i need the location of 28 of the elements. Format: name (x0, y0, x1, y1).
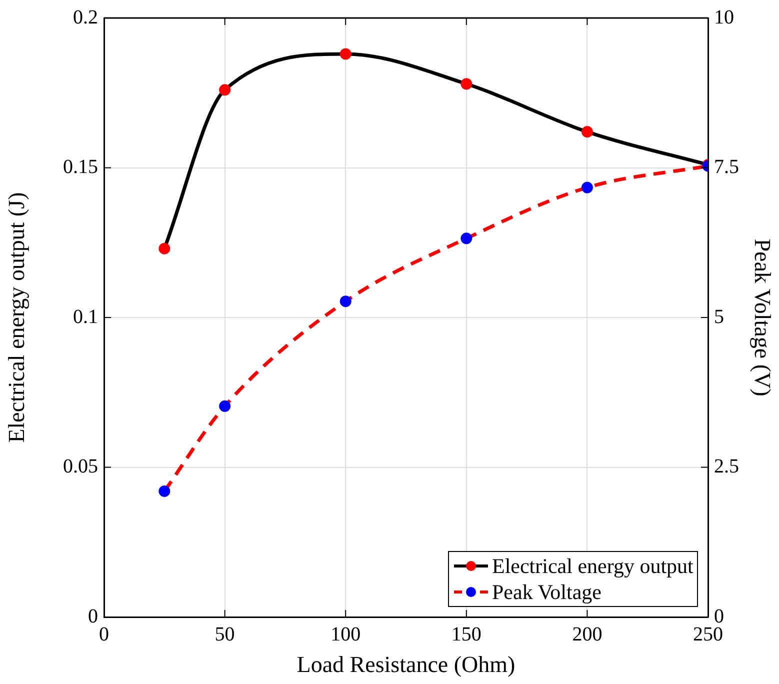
point (219, 84, 231, 96)
point (340, 48, 352, 60)
x-tick-label: 50 (214, 623, 235, 646)
y-tick-label: 0.05 (63, 456, 98, 478)
point (340, 296, 352, 308)
y2-tick-label: 7.5 (714, 156, 739, 178)
legend-label: Peak Voltage (492, 580, 602, 604)
point (460, 78, 472, 90)
legend-label: Electrical energy output (492, 554, 694, 578)
point (158, 485, 170, 497)
point (158, 242, 170, 254)
point (581, 126, 593, 138)
y-tick-label: 0 (88, 605, 98, 628)
x-tick-label: 200 (572, 623, 602, 646)
y2-tick-label: 10 (714, 6, 734, 28)
point (219, 400, 231, 412)
x-axis-title: Load Resistance (Ohm) (296, 652, 516, 678)
y-axis-title: Electrical energy output (J) (4, 192, 29, 443)
y-tick-label: 0.2 (73, 6, 98, 28)
x-tick-label: 150 (451, 623, 482, 646)
y-tick-label: 0.1 (73, 306, 98, 328)
y2-tick-label: 2.5 (714, 456, 739, 478)
point (460, 232, 472, 244)
y-tick-label: 0.15 (63, 156, 98, 178)
y2-axis-title: Peak Voltage (V) (750, 238, 776, 396)
point (581, 182, 593, 194)
y2-tick-label: 5 (714, 306, 724, 328)
x-tick-label: 100 (330, 623, 361, 646)
